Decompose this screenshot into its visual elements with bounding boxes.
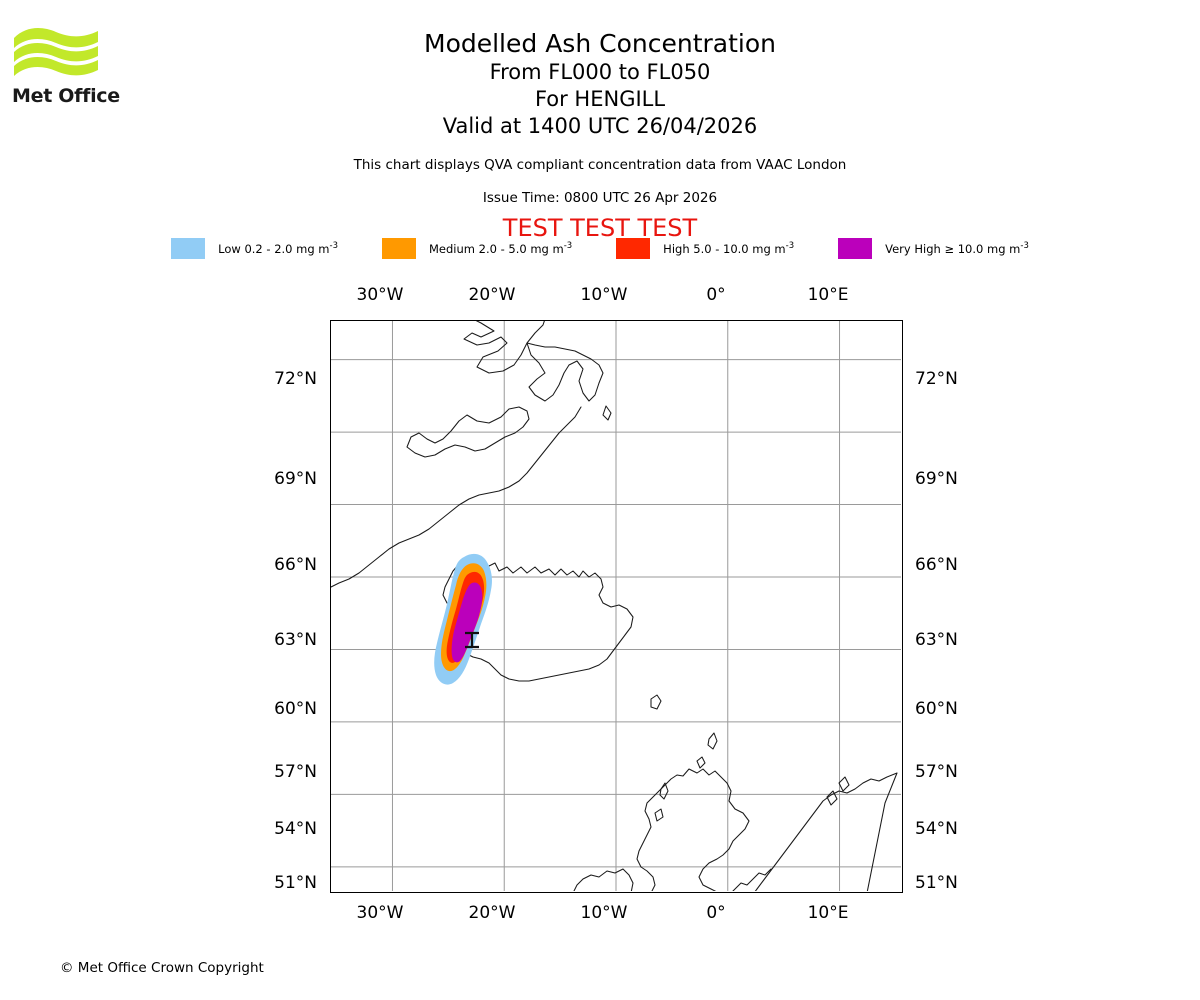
chart-title-block: Modelled Ash Concentration From FL000 to…	[0, 28, 1200, 140]
legend-swatch-very-high	[838, 238, 873, 259]
title-volcano: For HENGILL	[534, 87, 666, 111]
copyright-notice: © Met Office Crown Copyright	[60, 960, 264, 976]
lat-label-right-57N: 57°N	[915, 762, 958, 782]
coastlines	[331, 321, 898, 891]
title-valid-time: Valid at 1400 UTC 26/04/2026	[442, 114, 758, 138]
lon-label-bottom-20W: 20°W	[468, 903, 516, 923]
lon-label-bottom-10E: 10°E	[807, 903, 849, 923]
coastline-ireland	[573, 868, 634, 891]
coastline-jan-mayen	[602, 405, 612, 421]
lat-label-left-63N: 63°N	[274, 630, 317, 650]
ash-plume	[434, 553, 492, 685]
coastline-vesteralen	[838, 776, 850, 792]
ash-concentration-map: 30°W 20°W 10°W 0° 10°E 30°W 20°W 10°W 0°…	[274, 285, 958, 923]
plume-band-very-high	[451, 582, 483, 663]
issue-time: Issue Time: 0800 UTC 26 Apr 2026	[482, 190, 718, 206]
qva-note: This chart displays QVA compliant concen…	[353, 157, 847, 173]
legend-label-very-high: Very High ≥ 10.0 mg m-3	[885, 241, 1029, 256]
title-flight-levels: From FL000 to FL050	[489, 60, 711, 84]
legend-entry-low: Low 0.2 - 2.0 mg m-3	[171, 238, 338, 259]
lat-label-left-66N: 66°N	[274, 555, 317, 575]
plume-source-marker	[465, 631, 479, 649]
lat-label-right-69N: 69°N	[915, 469, 958, 489]
lon-label-bottom-10W: 10°W	[580, 903, 628, 923]
legend-swatch-medium	[381, 238, 416, 259]
coastline-lofoten	[826, 790, 838, 806]
map-frame	[330, 320, 903, 893]
lat-label-left-69N: 69°N	[274, 469, 317, 489]
map-canvas	[331, 321, 901, 891]
lat-label-left-51N: 51°N	[274, 873, 317, 893]
lon-label-top-20W: 20°W	[468, 285, 516, 305]
lon-label-bottom-0: 0°	[706, 903, 726, 923]
coastline-greenland	[331, 321, 604, 588]
met-office-waves-logo-icon	[14, 28, 98, 76]
legend-label-medium: Medium 2.0 - 5.0 mg m-3	[428, 241, 573, 256]
coastline-outer-hebrides	[659, 782, 669, 800]
lat-label-right-54N: 54°N	[915, 819, 958, 839]
lon-label-top-10W: 10°W	[580, 285, 628, 305]
legend-swatch-low	[171, 238, 206, 259]
lat-label-left-72N: 72°N	[274, 369, 317, 389]
lon-label-top-10E: 10°E	[807, 285, 849, 305]
legend-entry-medium: Medium 2.0 - 5.0 mg m-3	[381, 238, 573, 259]
coastline-great-britain	[636, 768, 750, 891]
lat-label-left-57N: 57°N	[274, 762, 317, 782]
met-office-logo: Met Office	[12, 24, 122, 114]
page-title: Modelled Ash Concentration	[424, 29, 776, 58]
lat-label-right-60N: 60°N	[915, 699, 958, 719]
legend-label-low: Low 0.2 - 2.0 mg m-3	[218, 241, 338, 256]
legend-entry-high: High 5.0 - 10.0 mg m-3	[616, 238, 794, 259]
test-banner: TEST TEST TEST	[502, 214, 698, 242]
concentration-legend: Low 0.2 - 2.0 mg m-3 Medium 2.0 - 5.0 mg…	[0, 238, 1200, 259]
lat-label-right-63N: 63°N	[915, 630, 958, 650]
lon-label-top-0: 0°	[706, 285, 726, 305]
lat-label-left-60N: 60°N	[274, 699, 317, 719]
lat-label-left-54N: 54°N	[274, 819, 317, 839]
lat-label-right-51N: 51°N	[915, 873, 958, 893]
legend-label-high: High 5.0 - 10.0 mg m-3	[663, 241, 795, 256]
coastline-faroe-islands	[650, 694, 662, 710]
coastline-norway-fjords	[732, 868, 772, 891]
lon-label-bottom-30W: 30°W	[356, 903, 404, 923]
lat-label-right-72N: 72°N	[915, 369, 958, 389]
lon-label-top-30W: 30°W	[356, 285, 404, 305]
coastline-shetland	[707, 732, 718, 750]
coastline-skye	[654, 808, 664, 822]
coastline-scandinavia	[754, 772, 898, 891]
coastline-orkney	[696, 756, 706, 769]
lat-label-right-66N: 66°N	[915, 555, 958, 575]
met-office-wordmark: Met Office	[12, 85, 120, 107]
legend-entry-very-high: Very High ≥ 10.0 mg m-3	[838, 238, 1029, 259]
legend-swatch-high	[616, 238, 651, 259]
